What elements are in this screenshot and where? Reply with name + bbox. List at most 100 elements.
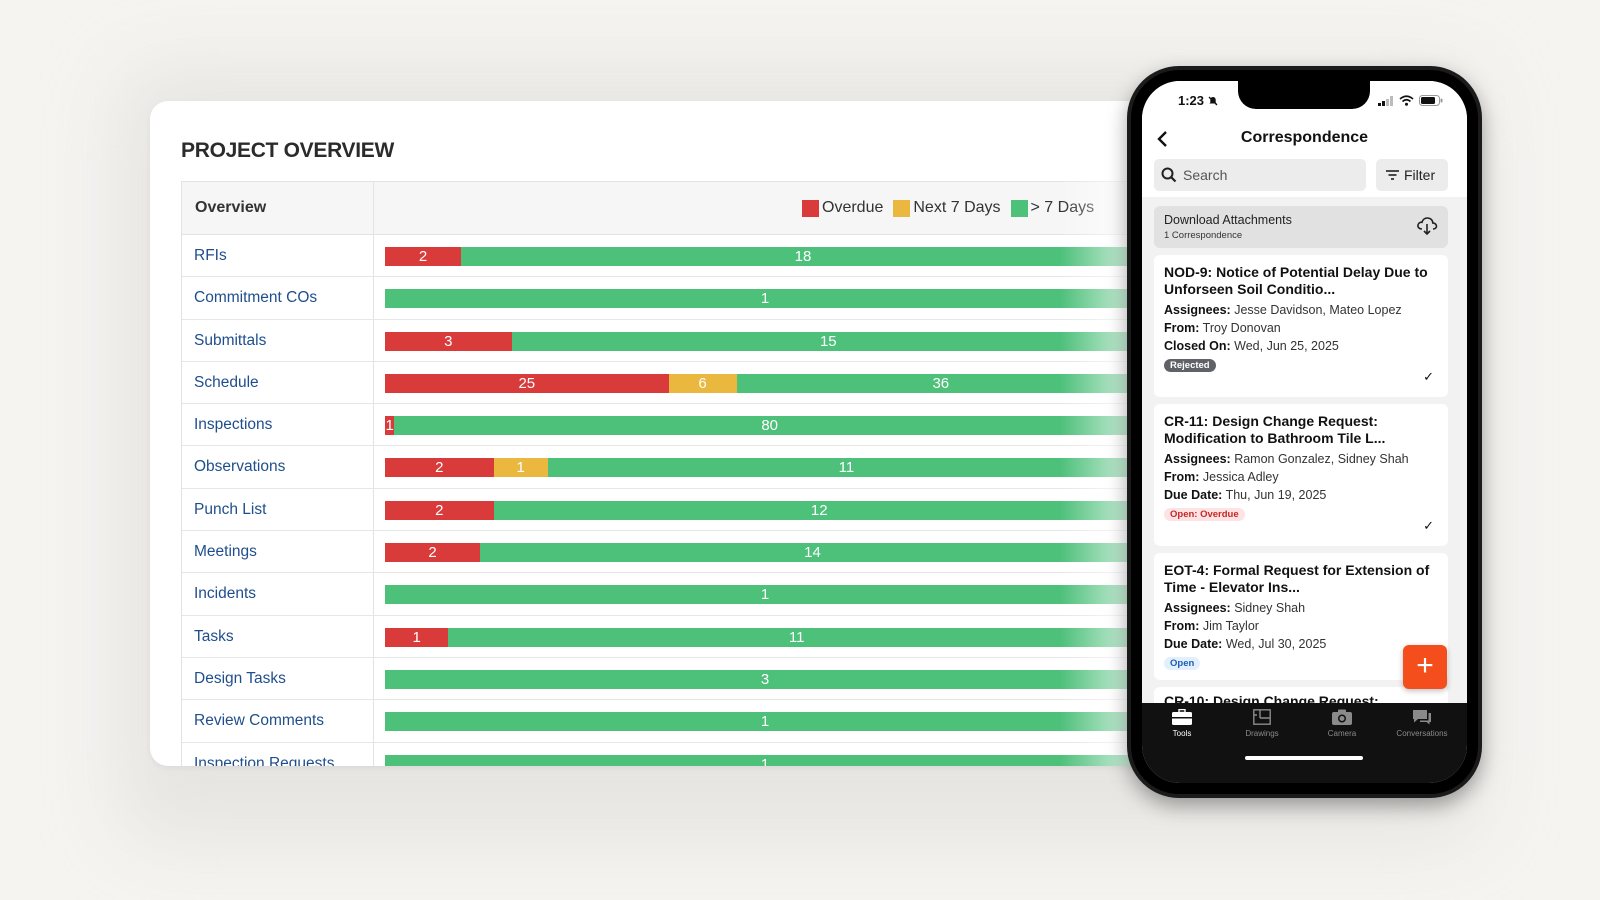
stacked-bar: 3 <box>385 669 1145 689</box>
battery-icon <box>1419 95 1443 106</box>
row-label-link[interactable]: Commitment COs <box>194 289 318 307</box>
bar-segment-overdue[interactable]: 25 <box>385 373 669 393</box>
row-label-link[interactable]: Punch List <box>194 500 267 518</box>
card-assignees: Assignees: Jesse Davidson, Mateo Lopez <box>1164 301 1438 319</box>
phone-device: 1:23 Correspondence Search Filter <box>1127 66 1482 798</box>
row-label-link[interactable]: Tasks <box>194 627 234 645</box>
filter-button[interactable]: Filter <box>1376 159 1448 191</box>
bar-segment-next-7-days[interactable]: 6 <box>668 373 737 393</box>
bar-value-label: 80 <box>761 417 779 435</box>
row-label-link[interactable]: RFIs <box>194 247 227 264</box>
bar-segment-later[interactable]: 1 <box>385 585 1145 605</box>
bar-segment-later[interactable]: 11 <box>547 458 1145 478</box>
assignees-value: Sidney Shah <box>1234 601 1306 615</box>
camera-icon <box>1332 709 1352 725</box>
row-label-link[interactable]: Incidents <box>194 585 257 603</box>
legend-swatch-overdue <box>802 199 819 217</box>
stacked-bar: 2 12 <box>385 500 1145 520</box>
tab-drawings[interactable]: Drawings <box>1222 709 1302 738</box>
correspondence-card[interactable]: EOT-4: Formal Request for Extension of T… <box>1154 553 1448 680</box>
bar-segment-later[interactable]: 11 <box>448 627 1145 647</box>
drawings-icon <box>1253 709 1271 725</box>
from-value: Jessica Adley <box>1202 470 1279 484</box>
row-label-link[interactable]: Meetings <box>194 543 257 561</box>
bar-segment-next-7-days[interactable]: 1 <box>493 458 548 478</box>
bar-segment-later[interactable]: 1 <box>385 712 1145 732</box>
add-correspondence-button[interactable]: + <box>1403 645 1447 689</box>
stacked-bar: 25 6 36 <box>385 373 1145 393</box>
row-label-link[interactable]: Observations <box>194 458 286 476</box>
bar-segment-overdue[interactable]: 2 <box>385 247 461 266</box>
card-date: Closed On: Wed, Jun 25, 2025 <box>1164 337 1438 355</box>
bar-segment-overdue[interactable]: 2 <box>385 500 494 520</box>
row-label-link[interactable]: Submittals <box>194 331 267 349</box>
download-subtitle: 1 Correspondence <box>1164 230 1243 241</box>
chart-legend: Overdue Next 7 Days > 7 Days <box>802 199 1094 217</box>
status-badge: Open <box>1164 657 1201 670</box>
bar-value-label: 2 <box>435 501 444 519</box>
plus-icon: + <box>1416 649 1434 682</box>
tab-label: Drawings <box>1245 729 1279 738</box>
column-divider <box>373 531 374 573</box>
home-indicator <box>1245 756 1363 760</box>
bar-segment-later[interactable]: 80 <box>394 416 1145 436</box>
bar-segment-later[interactable]: 12 <box>493 500 1145 520</box>
bar-segment-later[interactable]: 1 <box>385 289 1145 309</box>
row-label-link[interactable]: Inspections <box>194 416 273 434</box>
bar-segment-overdue[interactable]: 1 <box>385 627 449 647</box>
search-input[interactable]: Search <box>1154 159 1366 191</box>
from-value: Jim Taylor <box>1202 619 1259 633</box>
download-attachments-button[interactable]: Download Attachments 1 Correspondence <box>1154 206 1448 248</box>
status-time-text: 1:23 <box>1178 93 1205 108</box>
bar-segment-later[interactable]: 15 <box>511 331 1145 351</box>
status-time: 1:23 <box>1178 93 1218 108</box>
table-row: Observations 2 1 11 <box>182 446 1150 489</box>
column-divider <box>373 446 374 488</box>
tab-label: Tools <box>1172 729 1192 738</box>
from-label: From: <box>1164 619 1200 633</box>
bar-segment-later[interactable]: 1 <box>385 754 1145 766</box>
filter-icon <box>1386 170 1399 180</box>
table-row: RFIs 2 18 <box>182 235 1150 278</box>
row-label-link[interactable]: Inspection Requests <box>194 754 335 766</box>
back-chevron-icon[interactable] <box>1156 130 1168 148</box>
bar-segment-later[interactable]: 18 <box>461 247 1145 266</box>
bar-segment-overdue[interactable]: 3 <box>385 331 512 351</box>
bar-segment-later[interactable]: 14 <box>480 543 1145 563</box>
tab-tools[interactable]: Tools <box>1142 709 1222 738</box>
bar-value-label: 18 <box>794 248 812 265</box>
from-value: Troy Donovan <box>1202 321 1281 335</box>
bar-segment-overdue[interactable]: 2 <box>385 458 494 478</box>
bar-segment-overdue[interactable]: 1 <box>385 416 395 436</box>
row-label-link[interactable]: Schedule <box>194 373 259 391</box>
column-divider <box>373 235 374 277</box>
correspondence-card[interactable]: NOD-9: Notice of Potential Delay Due to … <box>1154 255 1448 397</box>
tab-camera[interactable]: Camera <box>1302 709 1382 738</box>
stacked-bar: 2 14 <box>385 543 1145 563</box>
column-divider <box>373 488 374 531</box>
row-label-link[interactable]: Review Comments <box>194 712 325 730</box>
bar-value-label: 1 <box>760 755 770 766</box>
legend-label-later: > 7 Days <box>1030 199 1095 216</box>
bar-segment-later[interactable]: 36 <box>736 373 1145 393</box>
correspondence-card[interactable]: CR-11: Design Change Request: Modificati… <box>1154 404 1448 546</box>
tab-conversations[interactable]: Conversations <box>1382 709 1462 738</box>
row-label-link[interactable]: Design Tasks <box>194 669 286 687</box>
table-row: Tasks 1 11 <box>182 615 1150 658</box>
date-label: Due Date: <box>1164 637 1223 651</box>
bar-value-label: 25 <box>518 374 536 392</box>
search-placeholder: Search <box>1183 167 1228 183</box>
card-date: Due Date: Thu, Jun 19, 2025 <box>1164 486 1438 504</box>
search-row: Search Filter <box>1142 157 1467 197</box>
legend-item-overdue: Overdue <box>802 199 883 217</box>
bar-segment-overdue[interactable]: 2 <box>385 543 480 563</box>
card-date: Due Date: Wed, Jul 30, 2025 <box>1164 635 1438 653</box>
bar-segment-later[interactable]: 3 <box>385 669 1145 689</box>
status-badge: Open: Overdue <box>1164 508 1245 521</box>
from-label: From: <box>1164 470 1200 484</box>
column-divider <box>373 615 374 657</box>
column-divider <box>373 404 374 446</box>
legend-label-overdue: Overdue <box>822 199 884 216</box>
column-divider <box>373 277 374 319</box>
bar-value-label: 2 <box>428 544 437 562</box>
